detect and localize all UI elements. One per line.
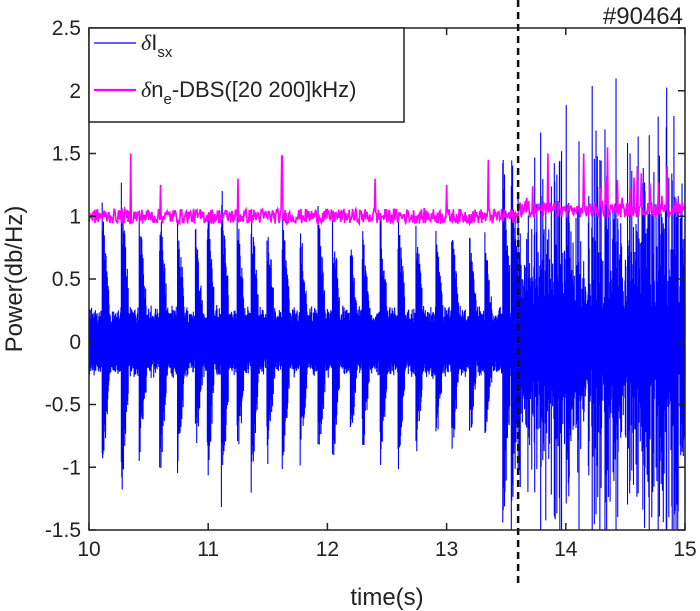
x-tick-label: 13 <box>435 538 458 561</box>
x-tick-label: 12 <box>316 538 339 561</box>
y-tick-label: -0.5 <box>45 394 81 417</box>
legend-subscript: e <box>163 91 171 108</box>
legend-tail: -DBS([20 200]kHz) <box>172 77 357 102</box>
legend-box <box>88 27 405 123</box>
y-tick-label: 2 <box>69 80 81 103</box>
legend-symbol: δ <box>141 77 152 102</box>
tick-layer: 10 11 12 13 14 15 -1.5 -1 -0.5 0 0.5 1 1.5 2 2.5 <box>45 17 697 561</box>
y-tick-label: 1.5 <box>52 143 81 166</box>
y-tick-label: 1 <box>69 205 81 228</box>
series-ne-dbs-line <box>88 147 686 227</box>
y-tick-label: 0 <box>69 331 81 354</box>
y-tick-label: 2.5 <box>52 17 81 40</box>
y-tick-label: 0.5 <box>52 268 81 291</box>
x-tick-label: 14 <box>554 538 578 561</box>
legend-entry: δIsx <box>141 30 173 61</box>
legend-entry: δne-DBS([20 200]kHz) <box>141 77 356 108</box>
legend-symbol: δ <box>141 30 152 55</box>
series-ne-dbs <box>88 147 686 227</box>
x-tick-label: 10 <box>77 538 100 561</box>
legend-main: n <box>151 77 163 102</box>
shot-number-label: #90464 <box>603 3 683 30</box>
x-axis-label: time(s) <box>350 584 423 611</box>
y-tick-label: -1.5 <box>45 519 81 542</box>
x-tick-label: 11 <box>197 538 219 561</box>
legend-main: I <box>151 30 157 55</box>
y-axis-label: Power(db/Hz) <box>1 206 28 353</box>
x-tick-label: 15 <box>673 538 696 561</box>
y-tick-label: -1 <box>62 456 81 479</box>
legend-subscript: sx <box>157 44 173 61</box>
